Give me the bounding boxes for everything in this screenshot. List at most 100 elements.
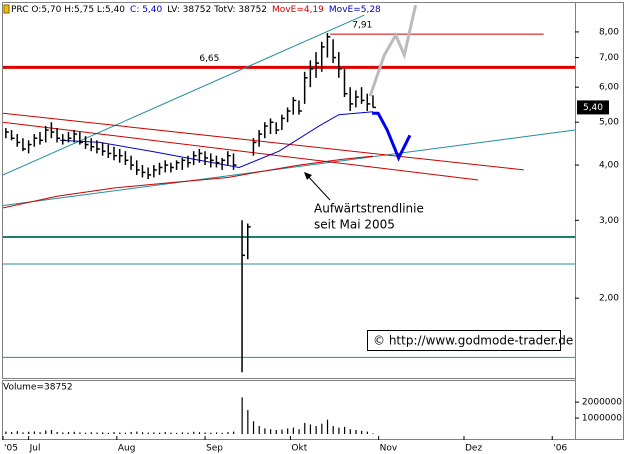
header-part: LV: 38752 TotV: 38752 bbox=[167, 5, 267, 15]
volume-bar bbox=[176, 432, 178, 434]
header-part: PRC O:5,70 H:5,75 L:5,40 bbox=[11, 5, 125, 15]
volume-bar bbox=[298, 429, 300, 434]
level-label: 7,91 bbox=[352, 21, 372, 31]
annotation: seit Mai 2005 bbox=[314, 218, 395, 232]
volume-bar bbox=[187, 432, 189, 434]
volume-bar bbox=[102, 432, 104, 434]
trendline bbox=[3, 121, 479, 181]
volume-bar bbox=[252, 421, 255, 434]
volume-bar bbox=[33, 431, 36, 434]
moving-average bbox=[59, 111, 374, 169]
volume-bar bbox=[28, 431, 30, 434]
volume-bar bbox=[159, 432, 161, 434]
volume-bar bbox=[315, 426, 317, 434]
volume-bar bbox=[321, 423, 323, 434]
axis-frame bbox=[575, 2, 624, 440]
volume-bar bbox=[241, 397, 243, 434]
x-tick-label: Aug bbox=[118, 444, 136, 454]
volume-bar bbox=[304, 422, 306, 434]
header-part: C: 5,40 bbox=[130, 5, 162, 15]
volume-bar bbox=[119, 432, 121, 434]
volume-bar bbox=[181, 432, 183, 434]
volume-bar bbox=[22, 432, 24, 434]
volume-bar bbox=[193, 431, 195, 434]
last-price-box bbox=[577, 100, 609, 115]
header-part: MovE=5,28 bbox=[329, 5, 381, 15]
volume-bar bbox=[275, 430, 277, 434]
volume-bar bbox=[5, 431, 7, 434]
y-tick-label: 7,00 bbox=[599, 53, 619, 63]
trendline bbox=[3, 14, 365, 176]
volume-bar bbox=[372, 433, 374, 434]
volume-bar bbox=[221, 432, 223, 434]
volume-bar bbox=[332, 426, 334, 434]
x-tick-label: Sep bbox=[206, 444, 223, 454]
volume-bar bbox=[355, 430, 357, 434]
volume-bar bbox=[281, 429, 283, 434]
volume-bar bbox=[349, 429, 351, 434]
y-tick-label: 3,00 bbox=[599, 216, 619, 226]
volume-bar bbox=[56, 431, 58, 434]
volume-bar bbox=[170, 432, 172, 434]
volume-bar bbox=[204, 432, 206, 434]
volume-bar bbox=[141, 432, 144, 434]
plot-area bbox=[3, 4, 575, 373]
volume-bar bbox=[79, 432, 81, 434]
volume-bar bbox=[11, 432, 13, 434]
copyright: © http://www.godmode-trader.de bbox=[373, 334, 573, 348]
volume-bar bbox=[113, 432, 115, 434]
volume-bar bbox=[198, 432, 201, 434]
volume-bar bbox=[16, 431, 18, 434]
volume-bar bbox=[247, 410, 249, 434]
volume-bar bbox=[366, 431, 368, 434]
volume-bar bbox=[96, 432, 98, 434]
trendline bbox=[372, 111, 412, 162]
x-tick-label: Dez bbox=[465, 444, 482, 454]
x-tick-label: Jul bbox=[29, 444, 41, 454]
last-price-label: 5,40 bbox=[583, 103, 603, 113]
volume-bar bbox=[215, 432, 218, 434]
trendline bbox=[368, 4, 418, 97]
volume-bar bbox=[107, 432, 109, 434]
volume-bar bbox=[50, 429, 53, 434]
volume-label: Volume=38752 bbox=[3, 383, 73, 393]
volume-tick-label: 1000000 bbox=[582, 414, 622, 424]
trendline bbox=[3, 112, 524, 171]
volume-bar bbox=[210, 432, 212, 434]
volume-bar bbox=[153, 432, 155, 434]
volume-bar bbox=[258, 426, 260, 434]
volume-bar bbox=[147, 432, 149, 434]
y-tick-label: 8,00 bbox=[599, 27, 619, 37]
header-part: MovE=4,19 bbox=[272, 5, 324, 15]
volume-bar bbox=[292, 427, 294, 434]
volume-bar bbox=[85, 432, 87, 434]
volume-bar bbox=[270, 429, 272, 434]
x-tick-label: Nov bbox=[380, 444, 398, 454]
annotation: Aufwärtstrendlinie bbox=[314, 202, 424, 216]
volume-tick-label: 2000000 bbox=[582, 398, 622, 408]
volume-bar bbox=[264, 428, 266, 434]
volume-bar bbox=[233, 431, 235, 434]
volume-bar bbox=[326, 419, 329, 434]
header: PRC O:5,70 H:5,75 L:5,40 C: 5,40 LV: 38752… bbox=[11, 5, 381, 15]
volume-bar bbox=[62, 432, 64, 434]
x-tick-label: '05 bbox=[4, 444, 18, 454]
y-tick-label: 6,00 bbox=[599, 83, 619, 93]
volume-bar bbox=[39, 432, 41, 434]
x-tick-label: Okt bbox=[291, 444, 307, 454]
volume-bar bbox=[227, 432, 229, 434]
volume-bar bbox=[67, 432, 70, 434]
level-label: 6,65 bbox=[199, 54, 219, 64]
volume-bar bbox=[361, 430, 363, 434]
y-tick-label: 2,00 bbox=[599, 294, 619, 304]
moving-average bbox=[3, 155, 374, 209]
volume-bar bbox=[309, 424, 312, 434]
volume-bar bbox=[287, 428, 289, 434]
symbol-icon bbox=[3, 4, 10, 14]
volume-bar bbox=[90, 432, 92, 434]
volume-bar bbox=[338, 427, 340, 434]
y-tick-label: 4,00 bbox=[599, 161, 619, 171]
annotation-arrow bbox=[304, 172, 331, 201]
